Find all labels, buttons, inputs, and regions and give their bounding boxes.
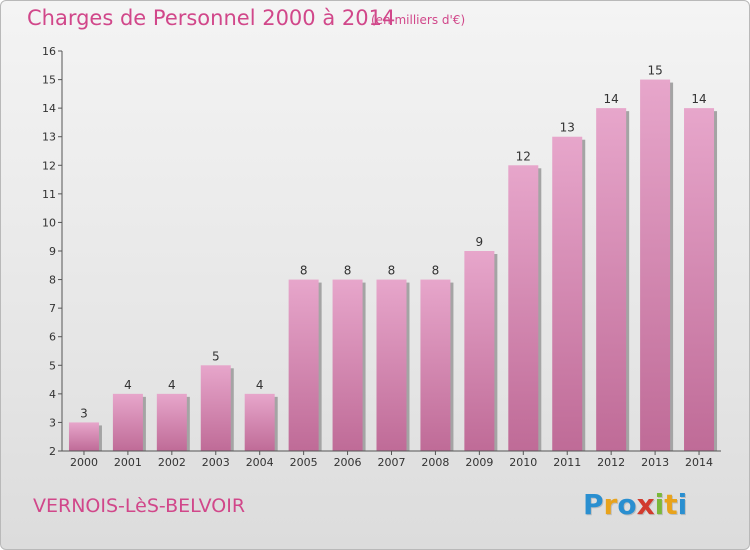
x-tick-label: 2003 (202, 456, 230, 469)
y-tick-label: 11 (42, 188, 56, 201)
data-label: 8 (388, 264, 396, 278)
bars-layer: 3 4 4 5 4 8 8 8 8 9 12 13 14 15 14 (68, 64, 718, 452)
x-tick-label: 2000 (70, 456, 98, 469)
bar (200, 365, 231, 451)
bar (420, 279, 451, 451)
logo-letter: t (664, 488, 678, 521)
x-tick-label: 2006 (334, 456, 362, 469)
axis-layer: 2000 2001 2002 2003 2004 2005 2006 2007 2008 2009… (42, 45, 721, 469)
y-tick-label: 9 (49, 245, 56, 258)
y-tick-label: 15 (42, 74, 56, 87)
data-label: 8 (432, 264, 440, 278)
data-label: 4 (124, 378, 132, 392)
logo-letter: P (583, 488, 604, 521)
proxiti-logo[interactable]: Proxiti (583, 488, 687, 521)
y-tick-label: 3 (49, 416, 56, 429)
y-tick-label: 16 (42, 45, 56, 58)
data-label: 14 (604, 92, 619, 106)
x-tick-label: 2011 (553, 456, 581, 469)
y-tick-label: 13 (42, 131, 56, 144)
x-tick-label: 2010 (509, 456, 537, 469)
bar (508, 165, 539, 452)
data-label: 8 (344, 264, 352, 278)
y-tick-label: 2 (49, 445, 56, 458)
data-label: 12 (516, 149, 531, 163)
bar (332, 279, 363, 451)
bar (376, 279, 407, 451)
data-label: 9 (476, 235, 484, 249)
bar (244, 393, 275, 451)
chart-subtitle: (en milliers d'€) (371, 13, 466, 27)
bar (552, 136, 583, 451)
y-tick-label: 8 (49, 274, 56, 287)
chart-title: Charges de Personnel 2000 à 2014 (27, 6, 396, 30)
y-tick-label: 12 (42, 159, 56, 172)
bar (596, 108, 627, 452)
x-tick-label: 2013 (641, 456, 669, 469)
x-tick-label: 2004 (246, 456, 274, 469)
y-tick-label: 7 (49, 302, 56, 315)
data-label: 4 (256, 378, 264, 392)
y-tick-label: 14 (42, 102, 56, 115)
y-tick-label: 6 (49, 331, 56, 344)
data-label: 5 (212, 349, 220, 363)
y-tick-label: 4 (49, 388, 56, 401)
logo-letter: i (654, 488, 665, 521)
data-label: 15 (647, 64, 662, 78)
data-label: 13 (560, 121, 575, 135)
x-tick-label: 2001 (114, 456, 142, 469)
bar (464, 251, 495, 451)
logo-letter: i (677, 488, 688, 521)
logo-letter: r (603, 488, 618, 521)
bar (112, 393, 143, 451)
data-label: 14 (691, 92, 706, 106)
x-tick-label: 2009 (465, 456, 493, 469)
commune-name: VERNOIS-LèS-BELVOIR (33, 495, 246, 517)
data-label: 8 (300, 264, 308, 278)
logo-letter: x (636, 488, 655, 521)
bar (156, 393, 187, 451)
bar (288, 279, 319, 451)
logo-letter: o (617, 488, 637, 521)
y-tick-label: 5 (49, 359, 56, 372)
x-tick-label: 2005 (290, 456, 318, 469)
y-tick-label: 10 (42, 216, 56, 229)
bar (68, 422, 99, 451)
x-tick-label: 2007 (378, 456, 406, 469)
data-label: 4 (168, 378, 176, 392)
x-tick-label: 2012 (597, 456, 625, 469)
x-tick-label: 2002 (158, 456, 186, 469)
bar (684, 108, 715, 452)
x-tick-label: 2008 (421, 456, 449, 469)
data-label: 3 (80, 406, 88, 420)
bar (640, 79, 671, 452)
x-tick-label: 2014 (685, 456, 713, 469)
